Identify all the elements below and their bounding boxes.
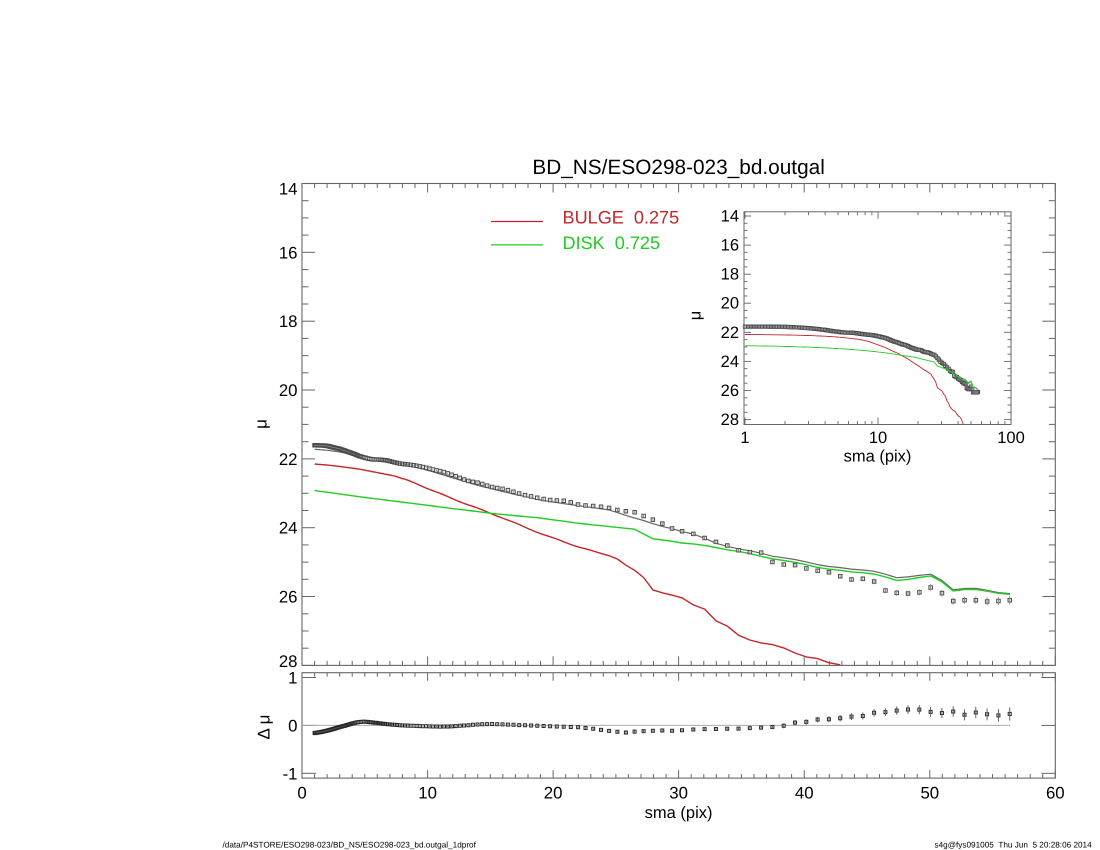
svg-text:100: 100 xyxy=(997,429,1025,447)
svg-text:s4g@fys091005 Thu Jun 5 20:2: s4g@fys091005 Thu Jun 5 20:28:06 2014 xyxy=(935,841,1093,850)
svg-text:18: 18 xyxy=(721,266,739,284)
svg-text:0: 0 xyxy=(297,784,306,803)
svg-text:30: 30 xyxy=(669,784,688,803)
svg-text:20: 20 xyxy=(721,295,739,313)
svg-text:DISK 0.725: DISK 0.725 xyxy=(563,233,661,253)
svg-text:sma (pix): sma (pix) xyxy=(645,804,713,822)
svg-text:-1: -1 xyxy=(283,764,298,783)
svg-text:18: 18 xyxy=(279,312,298,331)
svg-text:μ: μ xyxy=(687,311,705,321)
svg-text:16: 16 xyxy=(721,237,739,255)
svg-text:1: 1 xyxy=(740,429,749,447)
svg-text:BULGE 0.275: BULGE 0.275 xyxy=(563,207,680,227)
svg-text:28: 28 xyxy=(279,652,298,671)
svg-text:/data/P4STORE/ESO298-023/BD_NS: /data/P4STORE/ESO298-023/BD_NS/ESO298-02… xyxy=(223,841,477,850)
svg-text:0: 0 xyxy=(288,716,297,735)
svg-text:10: 10 xyxy=(418,784,437,803)
svg-text:24: 24 xyxy=(721,353,739,371)
svg-text:20: 20 xyxy=(279,381,298,400)
svg-text:24: 24 xyxy=(279,519,298,538)
svg-text:22: 22 xyxy=(279,450,298,469)
svg-text:BD_NS/ESO298-023_bd.outgal: BD_NS/ESO298-023_bd.outgal xyxy=(532,156,825,179)
svg-text:28: 28 xyxy=(721,411,739,429)
svg-text:20: 20 xyxy=(544,784,563,803)
svg-text:14: 14 xyxy=(721,208,739,226)
svg-text:60: 60 xyxy=(1046,784,1065,803)
svg-text:μ: μ xyxy=(252,419,271,429)
svg-text:26: 26 xyxy=(721,382,739,400)
svg-text:16: 16 xyxy=(279,243,298,262)
svg-text:1: 1 xyxy=(288,669,297,688)
svg-text:sma (pix): sma (pix) xyxy=(844,448,912,466)
svg-text:22: 22 xyxy=(721,324,739,342)
svg-text:Δ μ: Δ μ xyxy=(255,715,274,740)
svg-text:26: 26 xyxy=(279,588,298,607)
svg-text:50: 50 xyxy=(920,784,939,803)
svg-text:40: 40 xyxy=(795,784,814,803)
svg-text:14: 14 xyxy=(279,180,298,199)
svg-text:10: 10 xyxy=(869,429,887,447)
